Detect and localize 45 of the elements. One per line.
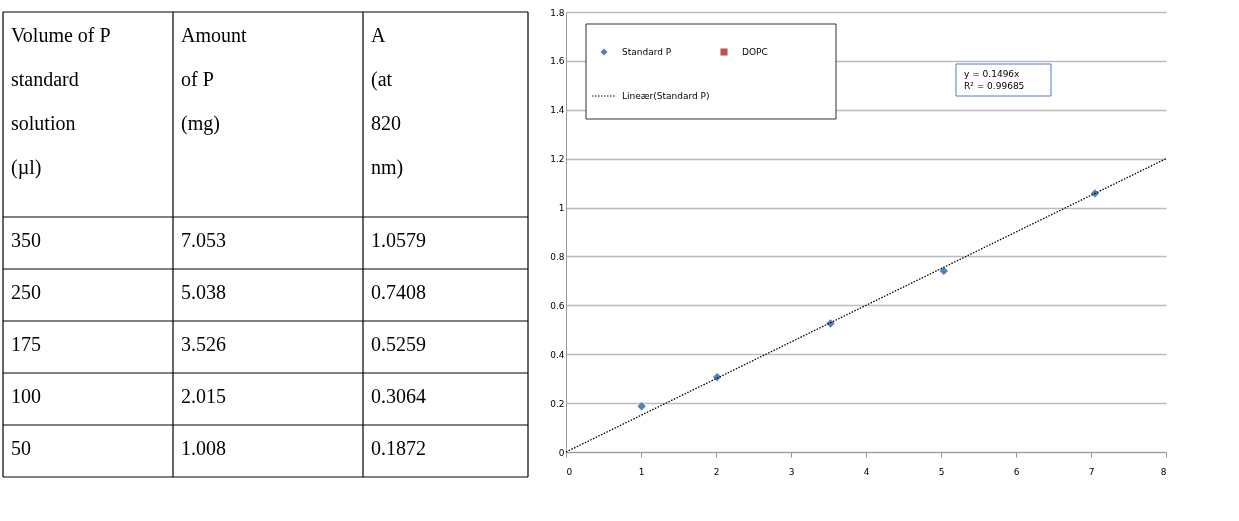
x-tick-label: 3 <box>788 466 795 477</box>
legend-label: DOPC <box>742 47 768 57</box>
y-tick-label: 1.8 <box>550 7 565 18</box>
x-tick-label: 7 <box>1088 466 1095 477</box>
text: 7.053 <box>181 229 226 251</box>
category-label: Amount of P (mg) <box>181 24 247 135</box>
y-tick-label: 1.4 <box>550 105 565 116</box>
x-tick-label: 4 <box>863 466 870 477</box>
text: 100 <box>11 385 41 407</box>
x-tick-label: 6 <box>1013 466 1020 477</box>
legend-label: Standard P <box>622 47 672 57</box>
point <box>826 319 835 328</box>
text: 0.1872 <box>371 437 426 459</box>
annotation: y = 0.1496x <box>964 69 1021 79</box>
x-tick-label: 8 <box>1160 466 1167 477</box>
text: 250 <box>11 281 41 303</box>
text: 3.526 <box>181 333 226 355</box>
y-tick-label: 0.4 <box>550 349 565 360</box>
text: 0.7408 <box>371 281 426 303</box>
annotation: R² = 0.99685 <box>964 81 1025 91</box>
y-tick-label: 1 <box>558 203 565 214</box>
text: 175 <box>11 333 41 355</box>
text: 50 <box>11 437 31 459</box>
text: 350 <box>11 229 41 251</box>
point <box>939 266 949 276</box>
y-tick-label: 1.6 <box>550 56 565 67</box>
category-label: Volume of P standard solution (µl) <box>11 24 111 179</box>
x-tick-label: 5 <box>938 466 945 477</box>
x-tick-label: 2 <box>713 466 720 477</box>
text: 0.3064 <box>371 385 426 407</box>
text: 1.0579 <box>371 229 426 251</box>
point <box>637 402 646 411</box>
text: 0.5259 <box>371 333 426 355</box>
text: 1.008 <box>181 437 226 459</box>
category-label: A (at 820 nm) <box>371 24 404 179</box>
y-tick-label: 1.2 <box>550 154 565 165</box>
x-tick-label: 1 <box>638 466 645 477</box>
y-tick-label: 0.6 <box>550 300 565 311</box>
x-tick-label: 0 <box>566 466 573 477</box>
y-tick-label: 0 <box>558 447 565 458</box>
y-tick-label: 0.8 <box>550 251 565 262</box>
text: 5.038 <box>181 281 226 303</box>
legend-label: Lineær(Standard P) <box>622 91 710 101</box>
text: 2.015 <box>181 385 226 407</box>
y-tick-label: 0.2 <box>550 398 565 409</box>
